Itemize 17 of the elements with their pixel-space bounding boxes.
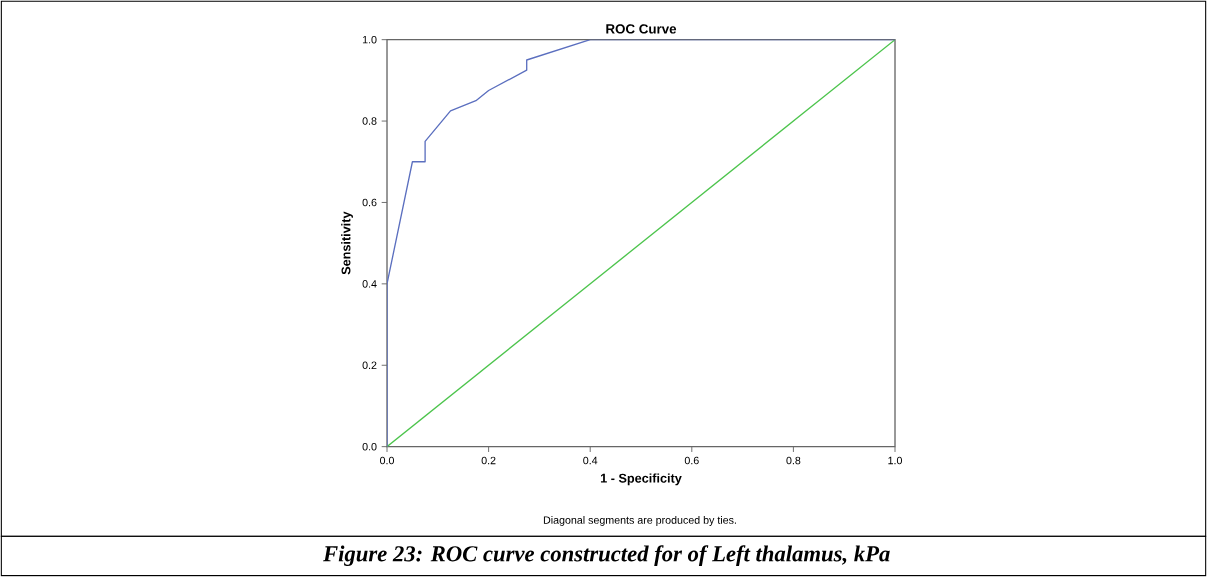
chart-title: ROC Curve <box>606 24 677 34</box>
x-tick-label: 0.4 <box>583 456 598 465</box>
y-tick-label: 0.6 <box>362 198 377 207</box>
x-tick-label: 0.8 <box>786 456 801 465</box>
text: Diagonal segments are produced by ties. <box>543 516 736 526</box>
x-tick-label: 0.0 <box>380 456 395 465</box>
x-tick-label: 1.0 <box>888 456 903 465</box>
y-axis-title: Sensitivity <box>341 211 353 275</box>
x-axis-title: 1 - Specificity <box>600 473 682 486</box>
y-tick-label: 0.4 <box>362 280 377 288</box>
x-tick-label: 0.6 <box>684 456 699 465</box>
x-tick-label: 0.2 <box>481 456 496 465</box>
y-tick-label: 0.0 <box>362 442 377 451</box>
caption: Figure 23: ROC curve constructed for of Left thalamus, kPa <box>323 545 890 567</box>
y-tick-label: 0.2 <box>362 361 377 370</box>
y-tick-label: 1.0 <box>362 35 377 44</box>
y-tick-label: 0.8 <box>362 117 377 125</box>
